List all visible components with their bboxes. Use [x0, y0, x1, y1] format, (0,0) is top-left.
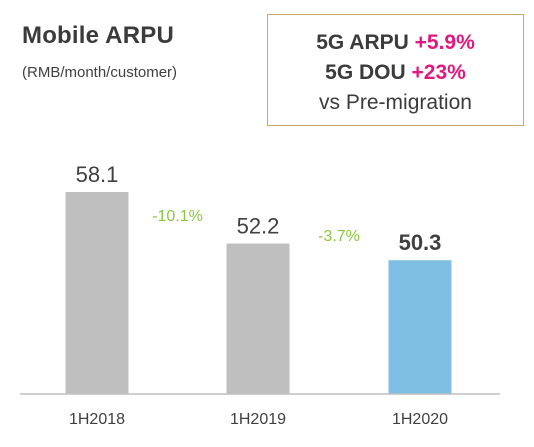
- x-tick-1H2019: 1H2019: [230, 411, 286, 428]
- bar-1H2018: [65, 192, 129, 394]
- x-tick-1H2018: 1H2018: [69, 411, 125, 428]
- bar-1H2020: [388, 260, 452, 394]
- chart-unit-subtitle: (RMB/month/customer): [22, 64, 178, 81]
- change-label-2: -3.7%: [318, 228, 360, 245]
- callout-5g-arpu-label: 5G ARPU: [316, 31, 409, 54]
- data-label-1H2020: 50.3: [399, 230, 442, 255]
- x-tick-1H2020: 1H2020: [392, 411, 448, 428]
- data-label-1H2018: 58.1: [76, 162, 119, 187]
- callout-row-5g-dou: 5G DOU +23%: [268, 58, 523, 88]
- data-label-1H2019: 52.2: [237, 214, 280, 239]
- bar-1H2019: [226, 243, 290, 394]
- callout-row-5g-arpu: 5G ARPU +5.9%: [268, 28, 523, 58]
- 5g-highlight-callout: 5G ARPU +5.9% 5G DOU +23% vs Pre-migrati…: [267, 14, 524, 126]
- change-label-1: -10.1%: [152, 208, 203, 225]
- callout-5g-dou-label: 5G DOU: [325, 61, 406, 84]
- chart-title: Mobile ARPU: [22, 22, 174, 49]
- callout-5g-dou-value: +23%: [411, 61, 466, 84]
- callout-comparison-note: vs Pre-migration: [319, 91, 472, 114]
- callout-5g-arpu-value: +5.9%: [414, 31, 475, 54]
